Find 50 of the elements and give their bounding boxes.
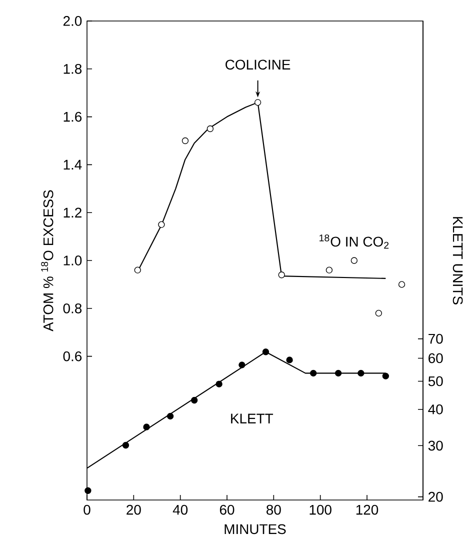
point <box>216 380 222 388</box>
point <box>166 412 174 420</box>
point <box>286 356 293 364</box>
y-tick-label: 1.8 <box>64 64 82 74</box>
point <box>382 372 390 380</box>
text: KLETT <box>231 414 274 424</box>
y2-tick-label: 30 <box>428 440 443 451</box>
point <box>262 348 270 356</box>
y-tick-label: 1.4 <box>64 160 82 170</box>
y2-tick-label: 40 <box>428 404 443 414</box>
x-tick-label: 100 <box>310 504 332 515</box>
point <box>310 370 317 377</box>
point <box>122 442 130 449</box>
y-axis-title: ATOM % $^{18}$O EXCESS <box>41 190 54 332</box>
point <box>238 362 246 368</box>
point <box>278 272 285 278</box>
point <box>84 487 92 494</box>
y-tick-label: 1.2 <box>64 208 82 218</box>
y2-tick-label: 70 <box>428 334 443 344</box>
y-tick-label: 1.0 <box>64 256 82 266</box>
point <box>254 99 262 106</box>
y-tick-label: 0.6 <box>63 351 82 362</box>
y-tick-label: 0.8 <box>63 303 82 314</box>
y2-tick-label: 50 <box>428 376 443 386</box>
x-tick-label: 20 <box>126 504 141 515</box>
x-tick-label: 40 <box>172 504 188 515</box>
point <box>398 281 406 288</box>
point <box>143 424 150 430</box>
point <box>158 221 165 228</box>
point <box>206 125 214 132</box>
point <box>182 137 189 144</box>
point <box>326 266 333 274</box>
point <box>375 310 382 317</box>
x-tick-label: 80 <box>266 504 281 515</box>
x-axis-title: MINUTES <box>224 524 286 534</box>
point <box>134 266 141 274</box>
y2-axis-title: KLETT UNITS <box>452 217 463 304</box>
series-label: $^{18}$O IN CO$_{2}$ <box>320 234 389 249</box>
point <box>358 370 364 377</box>
x-tick-label: 0 <box>84 504 90 515</box>
y2-tick-label: 60 <box>428 353 443 364</box>
point <box>191 396 198 404</box>
point <box>350 257 358 264</box>
x-tick-label: 120 <box>356 504 378 515</box>
y-tick-label: 1.6 <box>64 112 82 122</box>
y2-tick-label: 20 <box>428 492 443 502</box>
annotation: COLICINE <box>226 60 290 70</box>
point <box>334 370 342 377</box>
y-tick-label: 2.0 <box>63 16 82 26</box>
x-tick-label: 60 <box>220 504 234 515</box>
